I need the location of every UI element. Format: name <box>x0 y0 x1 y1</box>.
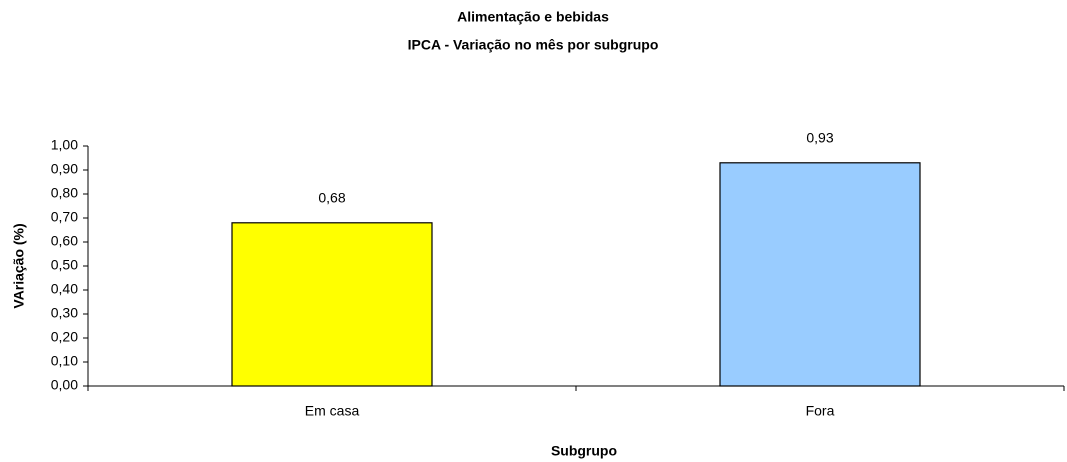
bar <box>231 222 433 387</box>
y-tick-label: 0,50 <box>51 257 78 273</box>
chart-subtitle: IPCA - Variação no mês por subgrupo <box>408 37 659 53</box>
y-tick-label: 0,30 <box>51 305 78 321</box>
y-axis-label: VAriação (%) <box>11 223 27 308</box>
y-tick-label: 0,90 <box>51 161 78 177</box>
value-label: 0,93 <box>806 130 833 146</box>
x-axis-label: Subgrupo <box>551 443 617 459</box>
y-tick-label: 0,70 <box>51 209 78 225</box>
x-tick-label: Fora <box>806 403 835 419</box>
y-tick-label: 0,00 <box>51 377 78 393</box>
y-tick-label: 0,60 <box>51 233 78 249</box>
bar <box>719 162 921 387</box>
y-tick-label: 0,40 <box>51 281 78 297</box>
y-tick-label: 0,80 <box>51 185 78 201</box>
y-tick-label: 1,00 <box>51 137 78 153</box>
x-tick-label: Em casa <box>305 403 360 419</box>
value-label: 0,68 <box>318 190 345 206</box>
y-tick-label: 0,10 <box>51 353 78 369</box>
chart-title: Alimentação e bebidas <box>457 9 609 25</box>
y-tick-label: 0,20 <box>51 329 78 345</box>
